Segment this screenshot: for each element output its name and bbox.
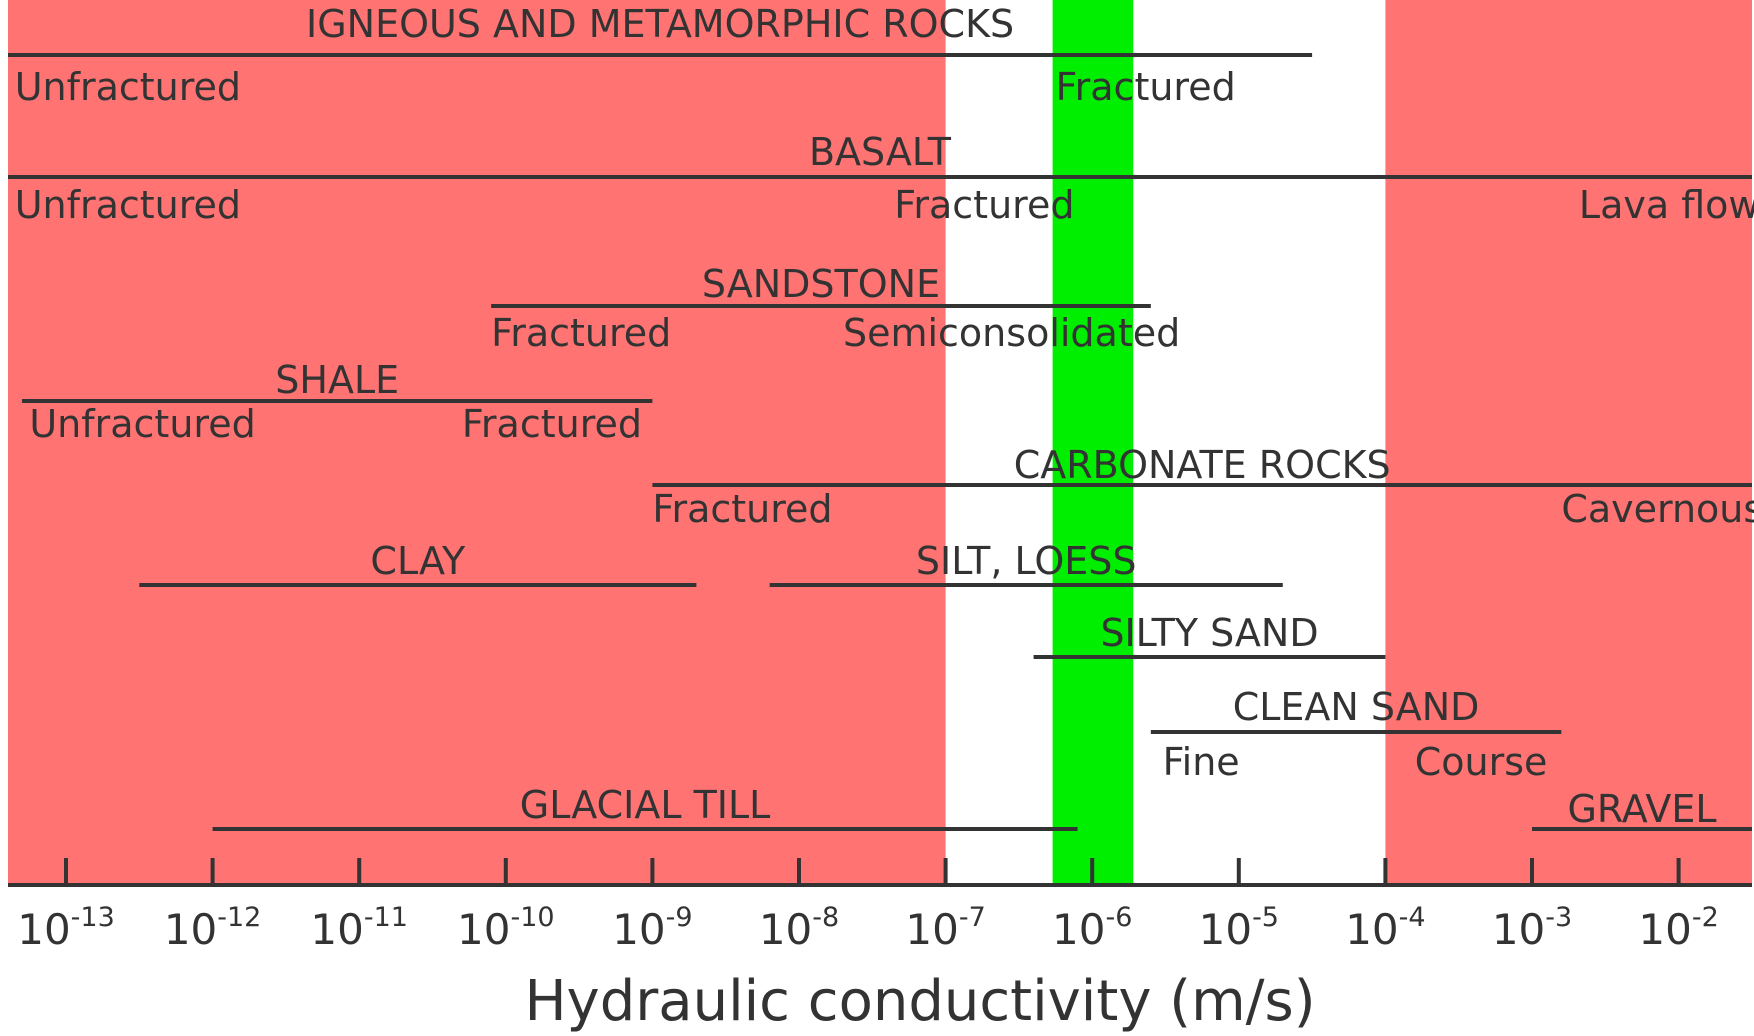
material-4: CARBONATE ROCKS Fractured Cavernous	[652, 443, 1754, 531]
material-sub-label: Unfractured	[15, 65, 241, 109]
material-sub-label: Fractured	[491, 311, 671, 355]
material-sub-label: Fractured	[1056, 65, 1236, 109]
material-sub-label: Unfractured	[29, 402, 255, 446]
material-name: CLEAN SAND	[1233, 685, 1480, 729]
material-name: SILT, LOESS	[916, 539, 1137, 583]
x-axis-title: Hydraulic conductivity (m/s)	[524, 969, 1315, 1034]
x-tick-label: 10-9	[612, 902, 692, 954]
band-0	[8, 0, 946, 885]
x-tick-label: 10-5	[1199, 902, 1279, 954]
material-8: CLEAN SAND Fine Course	[1150, 685, 1562, 784]
material-sub-label: Lava flow	[1579, 183, 1754, 227]
material-name: IGNEOUS AND METAMORPHIC ROCKS	[306, 2, 1014, 46]
material-name: SILTY SAND	[1100, 611, 1318, 655]
band-2	[1052, 0, 1134, 885]
x-tick-label: 10-11	[310, 902, 408, 954]
material-name: CARBONATE ROCKS	[1014, 443, 1391, 487]
x-tick-label: 10-13	[17, 902, 115, 954]
material-sub-label: Cavernous	[1561, 487, 1754, 531]
x-axis: 10-13 10-12 10-11 10-10 10-9 10-8 10-7 10-6 10-5…	[8, 858, 1752, 954]
material-name: BASALT	[809, 130, 952, 174]
material-6: SILT, LOESS	[769, 539, 1283, 587]
material-3: SHALE Unfractured Fractured	[22, 358, 653, 446]
x-tick-label: 10-7	[905, 902, 985, 954]
x-tick-label: 10-4	[1345, 902, 1425, 954]
material-5: CLAY	[139, 539, 697, 587]
material-sub-label: Course	[1415, 740, 1548, 784]
x-tick-label: 10-10	[457, 902, 555, 954]
material-10: GRAVEL	[1532, 787, 1752, 831]
material-9: GLACIAL TILL	[212, 783, 1078, 831]
material-name: SHALE	[275, 358, 399, 402]
x-tick-label: 10-8	[759, 902, 839, 954]
material-ranges: IGNEOUS AND METAMORPHIC ROCKS Unfractured…	[8, 2, 1754, 831]
material-sub-label: Fractured	[462, 402, 642, 446]
x-tick-label: 10-6	[1052, 902, 1132, 954]
material-sub-label: Fractured	[894, 183, 1074, 227]
material-name: CLAY	[370, 539, 466, 583]
x-tick-label: 10-2	[1638, 902, 1718, 954]
material-sub-label: Fine	[1163, 740, 1240, 784]
material-sub-label: Unfractured	[15, 183, 241, 227]
material-7: SILTY SAND	[1033, 611, 1386, 659]
material-name: GRAVEL	[1567, 787, 1716, 831]
material-name: SANDSTONE	[702, 262, 940, 306]
material-0: IGNEOUS AND METAMORPHIC ROCKS Unfractured…	[8, 2, 1313, 109]
material-sub-label: Semiconsolidated	[843, 311, 1180, 355]
permeability-bands	[8, 0, 1752, 885]
material-name: GLACIAL TILL	[520, 783, 771, 827]
band-1	[1385, 0, 1752, 885]
x-tick-label: 10-12	[164, 902, 262, 954]
material-2: SANDSTONE Fractured Semiconsolidated	[491, 262, 1180, 355]
material-1: BASALT Unfractured Fractured Lava flow	[8, 130, 1754, 227]
material-sub-label: Fractured	[652, 487, 832, 531]
x-tick-label: 10-3	[1492, 902, 1572, 954]
